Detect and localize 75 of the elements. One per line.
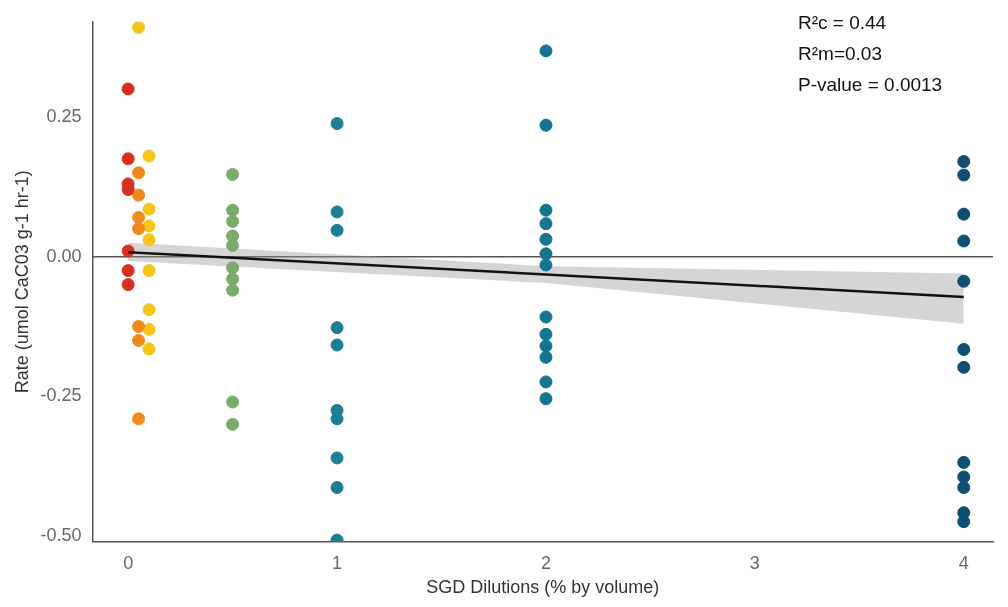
point: [132, 334, 146, 348]
point: [142, 149, 156, 163]
x-tick-label: 3: [749, 552, 760, 573]
point: [121, 264, 135, 278]
point: [142, 202, 156, 216]
point: [132, 222, 146, 236]
point: [539, 350, 553, 364]
point: [226, 395, 240, 409]
x-axis-title: SGD Dilutions (% by volume): [426, 577, 660, 598]
point: [132, 211, 146, 224]
point: [957, 470, 971, 484]
y-tick-label: 0.25: [46, 105, 82, 126]
point: [957, 481, 971, 495]
point: [121, 82, 135, 96]
point: [132, 166, 146, 180]
point: [226, 417, 240, 431]
point: [142, 342, 156, 356]
point: [539, 327, 553, 341]
point: [142, 264, 156, 278]
point: [142, 303, 156, 317]
y-tick-label: -0.25: [40, 385, 82, 406]
point: [330, 451, 344, 465]
annotation: P-value = 0.0013: [798, 73, 943, 95]
point: [330, 205, 344, 219]
annotation: R²m=0.03: [798, 42, 882, 64]
x-tick-label: 1: [332, 552, 343, 573]
y-tick-label: -0.50: [40, 525, 82, 546]
x-tick-label: 0: [123, 552, 134, 573]
point: [132, 412, 146, 426]
point: [957, 274, 971, 288]
x-tick-label: 2: [540, 552, 551, 573]
point: [957, 342, 971, 356]
point: [539, 392, 553, 406]
point: [226, 272, 240, 286]
point: [330, 117, 344, 131]
point: [121, 152, 135, 166]
point: [957, 455, 971, 469]
point: [539, 375, 553, 389]
point: [539, 217, 553, 231]
point: [957, 207, 971, 221]
point: [226, 238, 240, 252]
point: [330, 321, 344, 335]
point: [539, 247, 553, 261]
point: [957, 515, 971, 529]
point: [539, 232, 553, 246]
point: [957, 155, 971, 169]
point: [226, 203, 240, 217]
point: [539, 339, 553, 353]
point: [330, 223, 344, 237]
point: [330, 412, 344, 426]
point: [957, 360, 971, 374]
annotation: R²c = 0.44: [798, 11, 887, 33]
point: [957, 168, 971, 182]
point: [142, 233, 156, 247]
point: [539, 258, 553, 272]
point: [226, 261, 240, 275]
point: [957, 234, 971, 248]
point: [226, 283, 240, 297]
point: [539, 118, 553, 132]
point: [121, 278, 135, 292]
point: [142, 322, 156, 336]
point: [330, 338, 344, 352]
y-axis-title: Rate (umol CaC03 g-1 hr-1): [11, 170, 32, 394]
x-tick-label: 4: [958, 552, 969, 573]
point: [132, 21, 146, 34]
point: [539, 44, 553, 58]
point: [539, 310, 553, 324]
point: [132, 188, 146, 202]
y-tick-label: 0.00: [46, 245, 82, 266]
point: [539, 203, 553, 217]
point: [132, 320, 146, 334]
point: [226, 167, 240, 181]
point: [226, 214, 240, 228]
point: [330, 481, 344, 495]
point: [142, 219, 156, 233]
